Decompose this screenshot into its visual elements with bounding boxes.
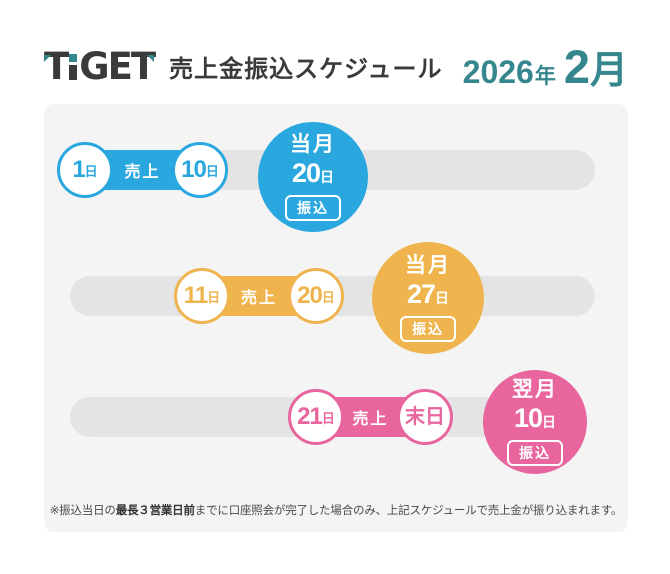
header: T G E T 売上金振込スケジュール 2026 年 2 月 — [44, 38, 628, 94]
payout-badge: 振込 — [285, 194, 341, 221]
end-day-unit: 日 — [321, 289, 335, 305]
end-day-circle: 末日 — [397, 389, 453, 445]
payout-day: 20 — [291, 158, 321, 189]
logo-letter-g: G — [79, 45, 109, 88]
footnote-bold: 最長３営業日前 — [115, 505, 195, 517]
tiget-logo: T G E T — [44, 45, 156, 88]
payout-day-unit: 日 — [435, 290, 450, 307]
footnote: ※振込当日の最長３営業日前までに口座照会が完了した場合のみ、上記スケジュールで売… — [44, 502, 628, 518]
start-day-circle: 11 日 — [174, 268, 230, 324]
payout-month: 当月 — [290, 133, 336, 157]
date-year-unit: 年 — [534, 64, 556, 88]
date-month: 2 — [563, 39, 590, 93]
logo-letter-i — [69, 54, 78, 80]
start-day-circle: 21 日 — [288, 389, 344, 445]
logo-letter-t2: T — [130, 45, 156, 88]
payout-month: 当月 — [405, 254, 451, 278]
start-day-value: 21 — [297, 403, 323, 430]
end-day-circle: 20 日 — [288, 268, 344, 324]
footnote-prefix: ※振込当日の — [49, 505, 116, 517]
end-day-value: 20 — [297, 282, 323, 309]
date-month-unit: 月 — [589, 49, 628, 92]
logo-i-dot-accent — [69, 54, 78, 62]
start-day-value: 11 — [183, 282, 208, 309]
end-day-unit: 日 — [205, 163, 219, 179]
logo-letter-t1: T — [44, 45, 69, 88]
payout-dayline: 27日 — [407, 278, 449, 310]
payout-circle: 翌月 10日 振込 — [483, 370, 587, 474]
payout-dayline: 10日 — [514, 402, 556, 434]
payout-badge: 振込 — [400, 315, 456, 342]
end-day-value: 10 — [181, 156, 207, 183]
footnote-suffix: までに口座照会が完了した場合のみ、上記スケジュールで売上金が振り込まれます。 — [194, 505, 623, 517]
payout-badge: 振込 — [507, 439, 563, 466]
date-year: 2026 — [462, 53, 534, 90]
sales-band-label: 売上 — [124, 164, 161, 181]
payout-circle: 当月 20日 振込 — [258, 122, 368, 232]
start-day-unit: 日 — [207, 289, 221, 305]
schedule-date: 2026 年 2 月 — [463, 39, 628, 94]
logo-i-stem — [69, 65, 78, 80]
start-day-unit: 日 — [321, 410, 335, 426]
end-day-value: 末日 — [405, 406, 445, 428]
payout-day: 10 — [513, 403, 543, 434]
page-title: 売上金振込スケジュール — [169, 55, 443, 83]
logo-letter-e: E — [107, 45, 133, 88]
payout-day-unit: 日 — [320, 169, 335, 186]
payout-month: 翌月 — [512, 378, 558, 402]
payout-circle: 当月 27日 振込 — [372, 242, 484, 354]
sales-band-label: 売上 — [352, 411, 389, 428]
start-day-value: 1 — [72, 156, 85, 183]
payout-dayline: 20日 — [292, 157, 334, 189]
payout-day-unit: 日 — [542, 414, 557, 431]
start-day-unit: 日 — [84, 163, 98, 179]
end-day-circle: 10 日 — [172, 142, 228, 198]
payout-day: 27 — [406, 279, 436, 310]
sales-band-label: 売上 — [240, 290, 277, 307]
